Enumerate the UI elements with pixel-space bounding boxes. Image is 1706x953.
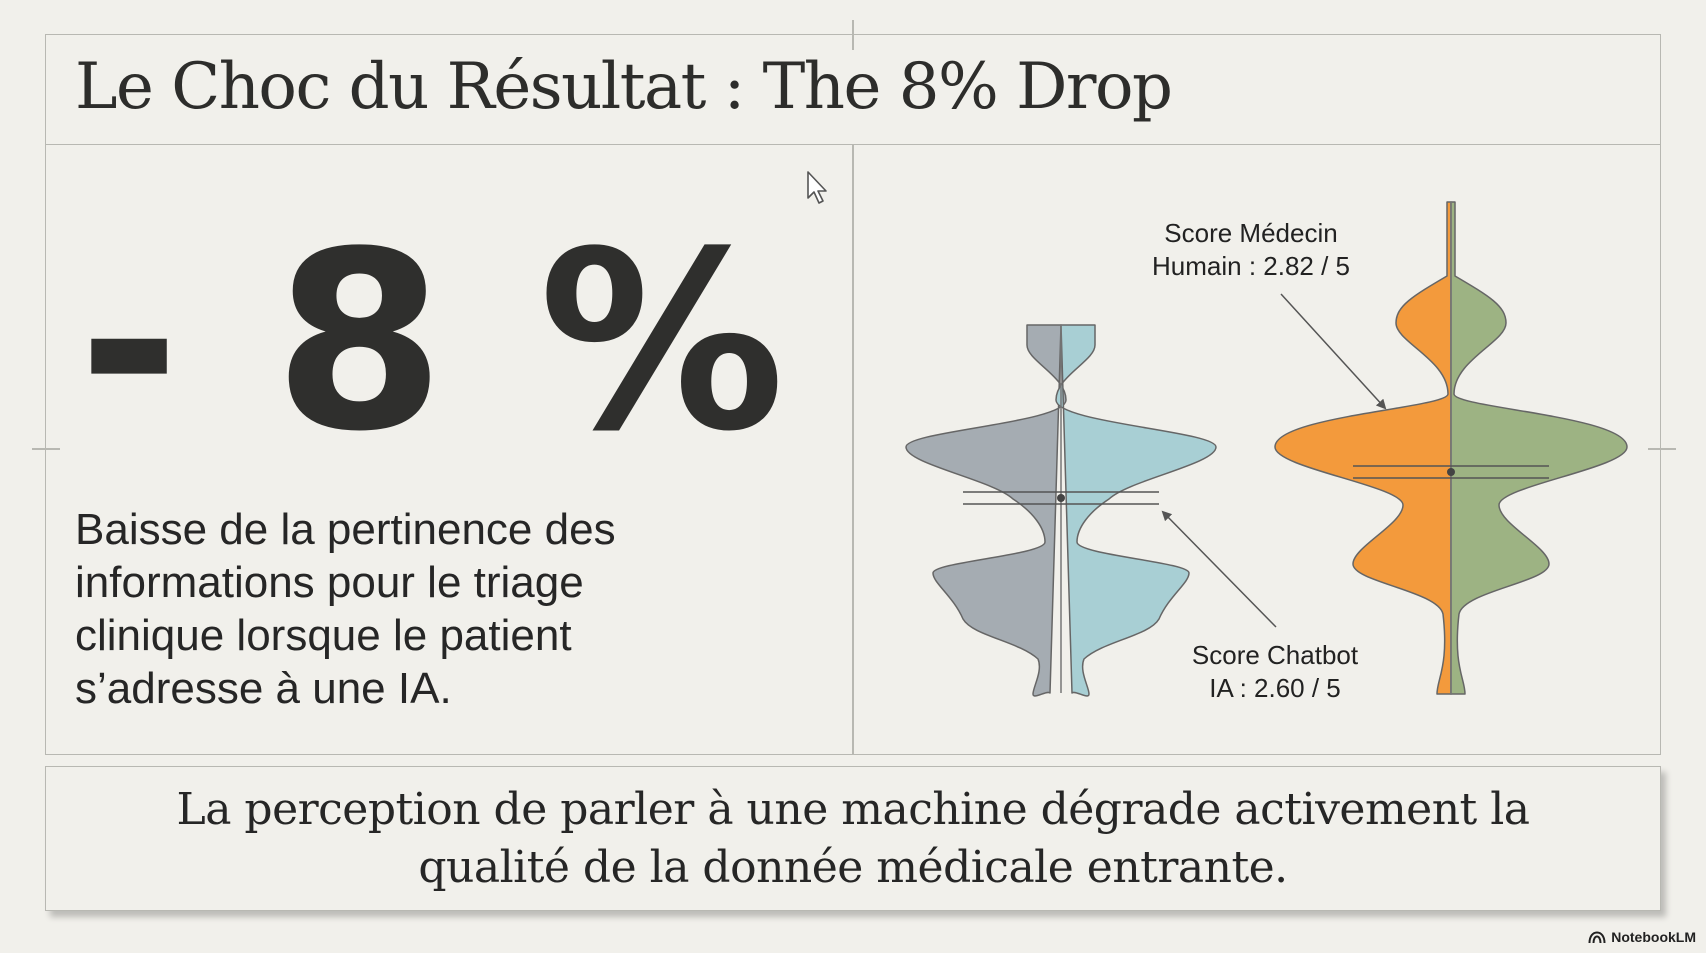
chatbot-score-label-line2: IA : 2.60 / 5 (1209, 673, 1341, 703)
conclusion-line-2: qualité de la donnée médicale entrante. (418, 842, 1288, 893)
violin-human (1274, 201, 1628, 695)
crop-mark-top (852, 20, 854, 50)
panel-divider (852, 144, 854, 755)
violin-chatbot-left-half (905, 324, 1067, 697)
brand-name: NotebookLM (1611, 929, 1696, 945)
violin-human-left-half (1274, 201, 1452, 695)
violin-human-right-half (1450, 201, 1628, 695)
slide-title: Le Choc du Résultat : The 8% Drop (75, 50, 1173, 124)
crop-mark-right (1648, 448, 1676, 450)
human-score-label-line2: Humain : 2.82 / 5 (1152, 251, 1350, 281)
conclusion-line-1: La perception de parler à une machine dé… (176, 784, 1530, 835)
human-label-arrow (1280, 293, 1387, 410)
violin-chatbot-right-half (1055, 324, 1217, 697)
chatbot-label-arrow (1161, 510, 1277, 628)
violin-chatbot (905, 324, 1217, 697)
conclusion-box: La perception de parler à une machine dé… (45, 766, 1661, 911)
brand-watermark: NotebookLM (1588, 929, 1696, 945)
stat-description: Baisse de la pertinence des informations… (75, 505, 616, 713)
crop-mark-left (32, 448, 60, 450)
mouse-pointer-icon (807, 171, 827, 204)
notebooklm-logo-icon (1588, 930, 1606, 943)
headline-stat: - 8 % (78, 200, 790, 486)
human-score-label-line1: Score Médecin (1164, 218, 1337, 248)
chatbot-median-point (1057, 494, 1065, 502)
conclusion-text: La perception de parler à une machine dé… (46, 781, 1660, 897)
chatbot-score-label-line1: Score Chatbot (1192, 640, 1359, 670)
violin-diagram: Score Médecin Humain : 2.82 / 5 Score Ch… (905, 201, 1628, 703)
human-median-point (1447, 468, 1455, 476)
